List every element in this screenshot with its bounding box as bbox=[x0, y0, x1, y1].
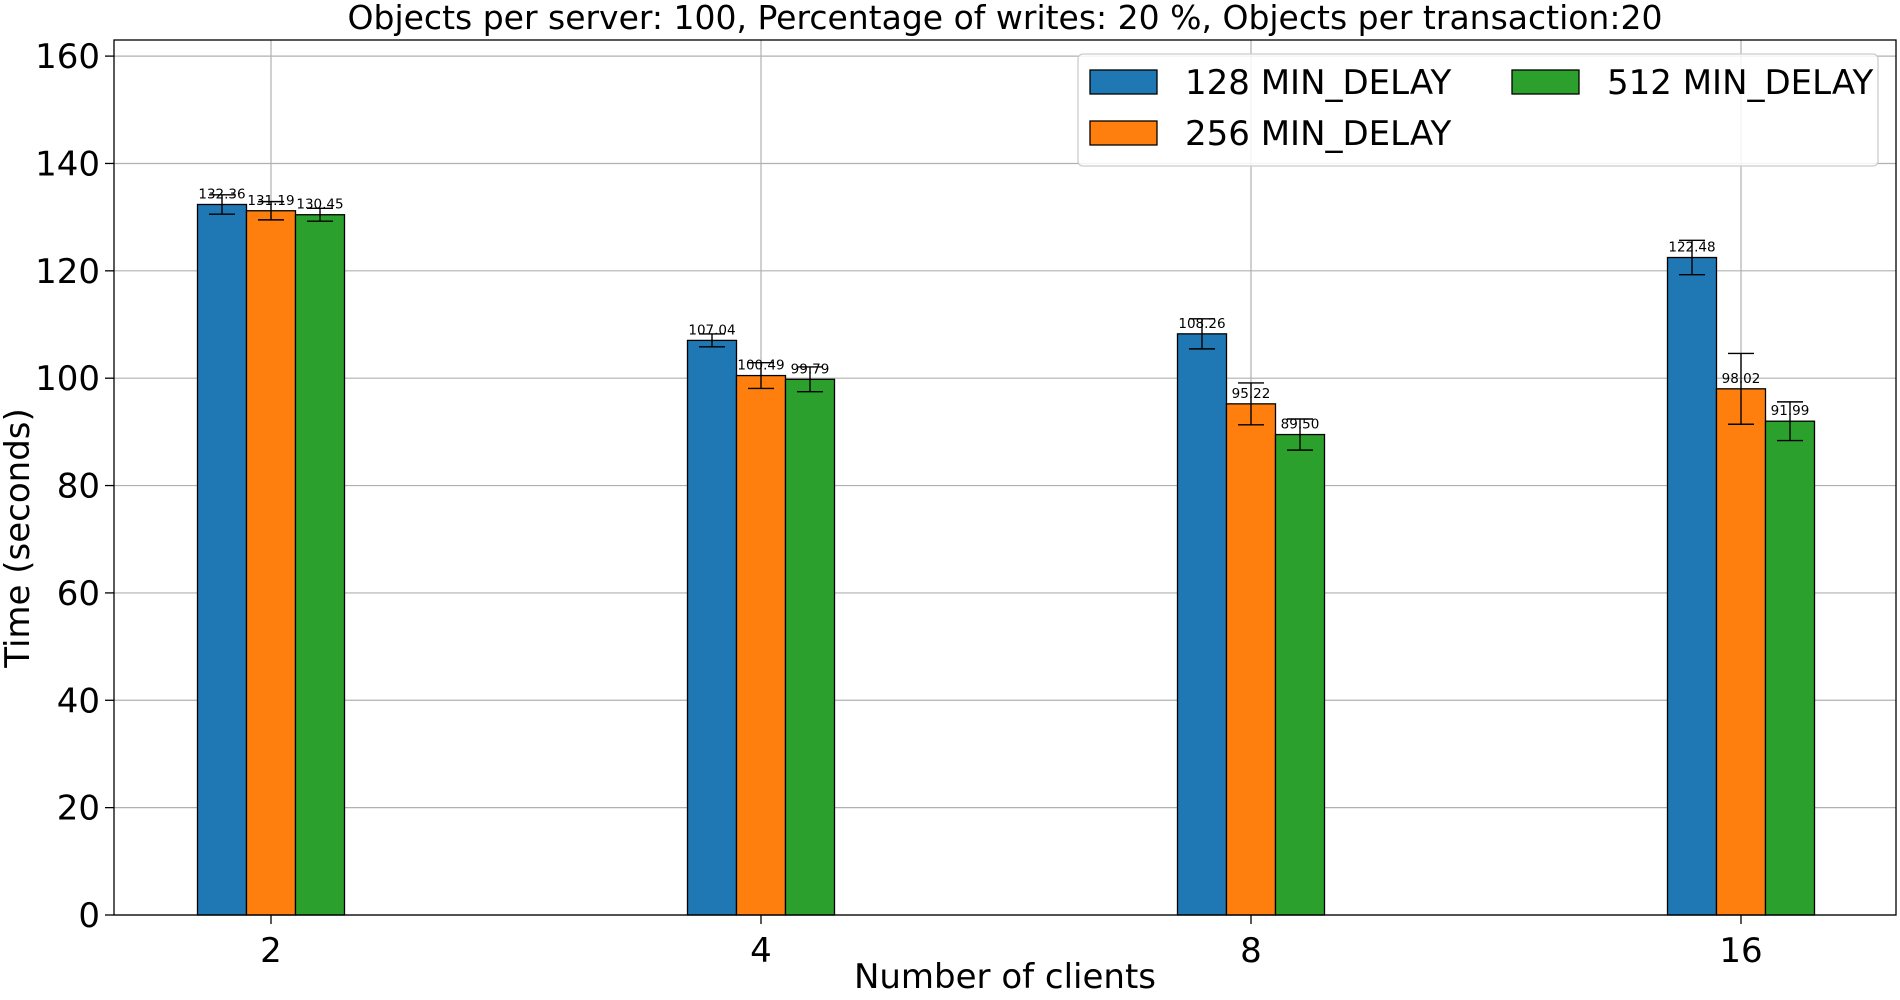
y-tick-label: 60 bbox=[57, 574, 100, 614]
x-tick-label: 16 bbox=[1719, 931, 1762, 971]
data-label: 99.79 bbox=[791, 361, 830, 377]
data-label: 130.45 bbox=[296, 197, 343, 213]
data-label: 108.26 bbox=[1178, 316, 1225, 332]
legend-label: 256 MIN_DELAY bbox=[1185, 114, 1452, 154]
bar bbox=[1176, 333, 1228, 916]
legend-box bbox=[1077, 53, 1879, 167]
data-label: 91.99 bbox=[1771, 403, 1810, 419]
data-label: 132.36 bbox=[198, 186, 245, 202]
y-axis-label: Time (seconds) bbox=[0, 408, 38, 669]
bar bbox=[196, 203, 248, 916]
data-label: 131.19 bbox=[247, 193, 294, 209]
y-tick-label: 20 bbox=[57, 789, 100, 829]
bar bbox=[784, 378, 836, 916]
data-label: 122.48 bbox=[1668, 240, 1715, 256]
legend-swatch bbox=[1511, 69, 1580, 95]
legend-swatch bbox=[1089, 120, 1158, 146]
bar bbox=[735, 374, 787, 916]
data-label: 95.22 bbox=[1232, 386, 1271, 402]
data-label: 107.04 bbox=[688, 322, 735, 338]
y-tick-label: 100 bbox=[35, 359, 100, 399]
data-label: 100.49 bbox=[737, 358, 784, 374]
chart-title: Objects per server: 100, Percentage of w… bbox=[348, 0, 1663, 37]
bar bbox=[1274, 433, 1326, 916]
bar bbox=[686, 339, 738, 916]
ticks-layer: 0 20 40 60 80 100 120 140 160 2 4 8 16 bbox=[35, 37, 1763, 971]
legend-label: 512 MIN_DELAY bbox=[1607, 63, 1874, 103]
data-label: 98.02 bbox=[1722, 371, 1761, 387]
x-axis-label: Number of clients bbox=[854, 957, 1156, 997]
legend-label: 128 MIN_DELAY bbox=[1185, 63, 1452, 103]
legend-swatch bbox=[1089, 69, 1158, 95]
x-tick-label: 2 bbox=[260, 931, 282, 971]
bar bbox=[1764, 420, 1816, 916]
x-tick-label: 8 bbox=[1240, 931, 1262, 971]
y-tick-label: 0 bbox=[78, 896, 100, 936]
bar bbox=[1715, 388, 1767, 916]
plot-border bbox=[113, 39, 1897, 916]
y-tick-label: 160 bbox=[35, 37, 100, 77]
y-tick-label: 40 bbox=[57, 681, 100, 721]
y-tick-label: 80 bbox=[57, 467, 100, 507]
bars-layer: 132.36 107.04 108.26 122.48 131.19 100.49 95.2… bbox=[196, 186, 1816, 916]
data-label: 89.50 bbox=[1281, 417, 1320, 433]
bar bbox=[1225, 403, 1277, 916]
legend: 128 MIN_DELAY 256 MIN_DELAY 512 MIN_DELAY bbox=[1077, 53, 1879, 167]
bar bbox=[1666, 256, 1718, 916]
y-tick-label: 120 bbox=[35, 252, 100, 292]
plot-frame bbox=[113, 39, 1897, 916]
grid-layer bbox=[114, 40, 1896, 916]
x-tick-label: 4 bbox=[750, 931, 772, 971]
bar bbox=[294, 214, 346, 916]
y-tick-label: 140 bbox=[35, 144, 100, 184]
bar bbox=[245, 210, 297, 916]
